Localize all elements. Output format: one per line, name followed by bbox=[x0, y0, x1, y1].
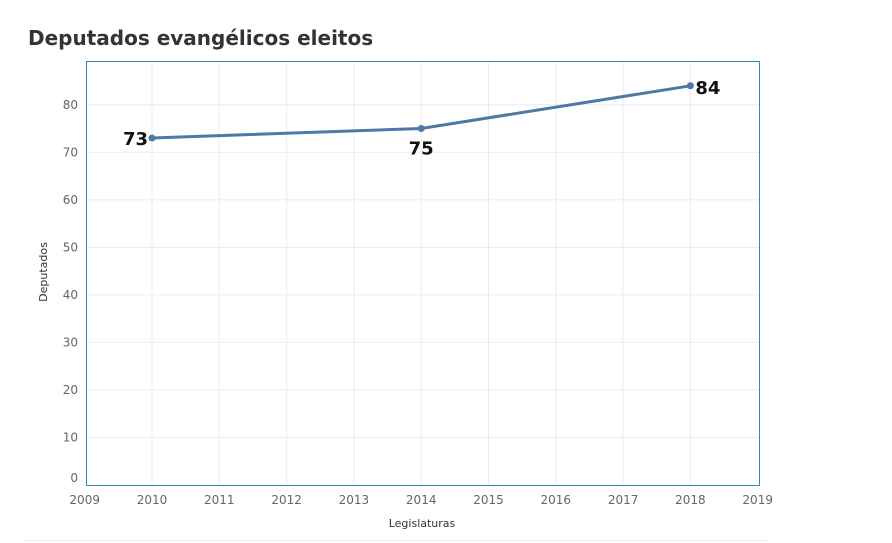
chart-title: Deputados evangélicos eleitos bbox=[28, 26, 374, 50]
x-axis-title: Legislaturas bbox=[389, 517, 456, 530]
grid-layer bbox=[87, 62, 759, 485]
data-points bbox=[148, 82, 694, 142]
x-tick-label: 2010 bbox=[137, 493, 168, 507]
x-tick-label: 2019 bbox=[742, 493, 773, 507]
y-tick-label: 20 bbox=[63, 383, 78, 397]
x-axis-ticks: 2009 2010 2011 2012 2013 2014 2015 2016 2017 2018… bbox=[69, 493, 773, 507]
x-tick-label: 2015 bbox=[473, 493, 504, 507]
data-label-2014: 75 bbox=[409, 139, 434, 160]
y-axis-title: Deputados bbox=[37, 242, 50, 302]
y-tick-label: 80 bbox=[63, 98, 78, 112]
data-point-2010 bbox=[148, 134, 156, 142]
data-label-2018: 84 bbox=[695, 78, 720, 99]
data-labels: 73 75 84 bbox=[123, 78, 721, 160]
y-axis-ticks: 0 10 20 30 40 50 60 70 80 bbox=[63, 98, 78, 485]
y-tick-label: 50 bbox=[63, 240, 78, 254]
data-point-2014 bbox=[417, 125, 425, 133]
plot-frame bbox=[86, 61, 760, 486]
x-tick-label: 2016 bbox=[541, 493, 572, 507]
y-tick-label: 60 bbox=[63, 193, 78, 207]
x-tick-label: 2009 bbox=[69, 493, 100, 507]
x-tick-label: 2011 bbox=[204, 493, 235, 507]
y-tick-label: 10 bbox=[63, 430, 78, 444]
x-tick-label: 2012 bbox=[271, 493, 302, 507]
y-tick-label: 70 bbox=[63, 145, 78, 159]
x-tick-label: 2017 bbox=[608, 493, 639, 507]
bottom-divider bbox=[24, 540, 766, 541]
y-tick-label: 40 bbox=[63, 288, 78, 302]
y-tick-label: 0 bbox=[70, 471, 78, 485]
x-tick-label: 2013 bbox=[339, 493, 370, 507]
data-label-2010: 73 bbox=[123, 129, 148, 150]
x-tick-label: 2018 bbox=[675, 493, 706, 507]
data-point-2018 bbox=[686, 82, 694, 90]
y-tick-label: 30 bbox=[63, 335, 78, 349]
x-tick-label: 2014 bbox=[406, 493, 437, 507]
